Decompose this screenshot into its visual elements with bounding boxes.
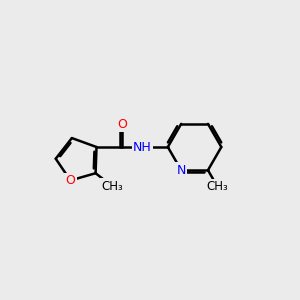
Text: O: O <box>117 118 127 131</box>
Text: CH₃: CH₃ <box>101 179 123 193</box>
Text: O: O <box>65 174 75 187</box>
Text: NH: NH <box>133 140 152 154</box>
Text: CH₃: CH₃ <box>207 180 229 194</box>
Text: N: N <box>176 164 186 177</box>
